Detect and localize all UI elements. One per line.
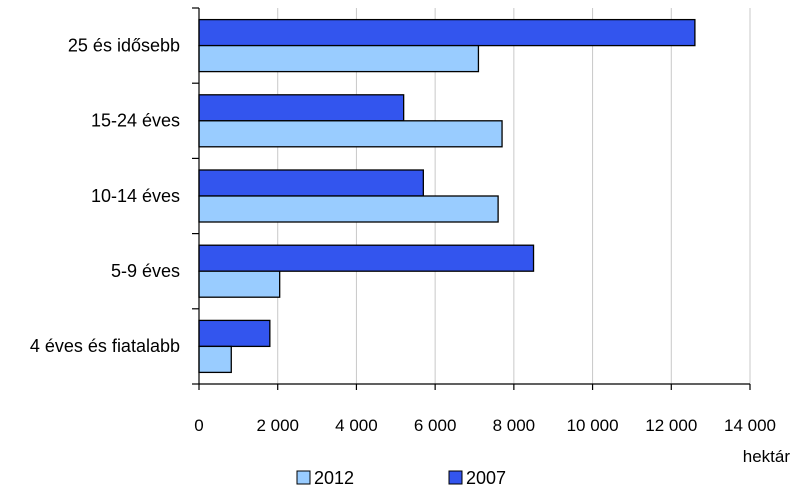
legend-label-2012: 2012 [314, 468, 354, 488]
x-tick-label: 4 000 [335, 416, 378, 435]
x-tick-label: 6 000 [414, 416, 457, 435]
category-label: 15-24 éves [91, 111, 180, 131]
category-labels: 25 és idősebb 15-24 éves 10-14 éves 5-9 éve… [30, 35, 180, 356]
bar-2007-1 [198, 18, 696, 47]
legend: 2012 2007 [296, 468, 506, 488]
x-tick-label: 12 000 [645, 416, 697, 435]
x-tick-label: 8 000 [493, 416, 536, 435]
legend-swatch-2012 [296, 470, 311, 485]
bar-2007-2 [198, 94, 405, 122]
bar-2007-4 [198, 244, 535, 272]
bars [198, 18, 696, 374]
bar-2012-1 [198, 44, 480, 73]
x-tick-label: 10 000 [567, 416, 619, 435]
bar-2007-3 [198, 169, 424, 197]
legend-label-2007: 2007 [466, 468, 506, 488]
bar-2012-5 [198, 345, 232, 374]
legend-swatch-2007 [448, 470, 463, 485]
category-label: 25 és idősebb [68, 35, 180, 55]
bar-2007-5 [198, 319, 271, 348]
bar-2012-2 [198, 120, 503, 148]
category-label: 5-9 éves [111, 261, 180, 281]
bar-2012-3 [198, 195, 499, 223]
tick-labels: 0 2 000 4 000 6 000 8 000 10 000 12 000 14 000 [194, 416, 776, 435]
category-label: 4 éves és fiatalabb [30, 336, 180, 356]
category-label: 10-14 éves [91, 186, 180, 206]
x-tick-label: 2 000 [256, 416, 299, 435]
axes [192, 7, 751, 390]
x-tick-label: 14 000 [724, 416, 776, 435]
bar-2012-4 [198, 270, 281, 298]
x-tick-label: 0 [194, 416, 203, 435]
x-unit-label: hektár [743, 447, 791, 466]
